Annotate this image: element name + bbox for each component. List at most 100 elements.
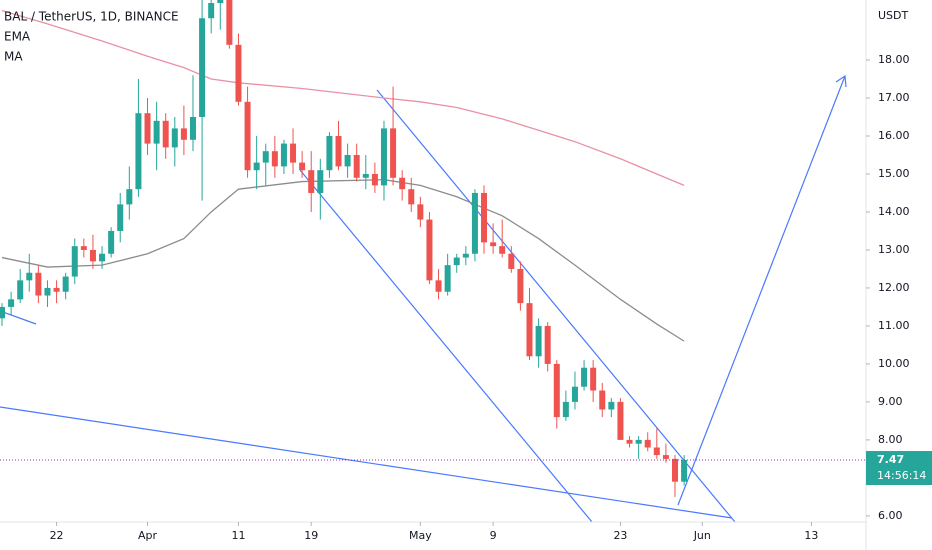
candle-body [599,390,606,410]
candle-body [0,306,5,319]
candle-body [435,280,442,292]
y-tick-label: 16.00 [878,129,910,142]
candle-body [117,204,124,231]
candle-body [371,173,378,186]
y-tick-label: 17.00 [878,91,910,104]
last-price-tag [866,451,932,486]
y-tick-label: 9.00 [878,395,903,408]
candle-body [490,242,497,247]
candle-body [517,268,524,304]
candle-body [608,401,615,410]
symbol-title: BAL / TetherUS, 1D, BINANCE [4,10,179,24]
trendlines [0,74,847,522]
candle-body [135,113,142,190]
candle-body [244,101,251,171]
candle-body [581,367,588,387]
candle-body [626,439,633,444]
countdown-label: 14:56:14 [877,469,926,482]
candle-body [89,249,96,262]
candle-body [226,0,233,45]
candle-body [462,253,469,258]
candle-body [344,154,351,167]
trendline [0,310,37,325]
x-tick-label: 13 [804,529,818,542]
candle-body [481,192,488,243]
candle-body [617,401,624,440]
candle-body [253,162,260,171]
candle-body [444,265,451,292]
candle-body [208,3,215,19]
candle-body [153,120,160,144]
candle-body [662,455,669,459]
candle-body [562,401,569,418]
y-tick-label: 14.00 [878,205,910,218]
x-tick-label: 11 [231,529,245,542]
candle-body [271,151,278,167]
candle-body [353,154,360,178]
candle-body [526,303,533,357]
candle-body [217,0,224,4]
candle-body [672,458,679,482]
candle-body [390,128,397,178]
candle-body [171,128,178,148]
x-tick-label: Jun [693,529,711,542]
candle-body [299,162,306,171]
candle-body [426,219,433,281]
candle-body [162,120,169,148]
candle-body [471,192,478,254]
plot-area [0,0,847,522]
candle-body [126,189,133,205]
arrow-head [835,74,847,88]
candle-body [508,253,515,269]
candle-body [499,246,506,254]
y-tick-label: 6.00 [878,509,903,522]
candle-body [262,151,269,163]
x-tick-label: May [409,529,432,542]
candle-body [71,246,78,277]
y-tick-label: 11.00 [878,319,910,332]
indicator-line [1,10,685,186]
x-tick-label: Apr [138,529,158,542]
channel-line [299,169,593,522]
candle-body [399,177,406,190]
candle-body [62,276,69,292]
candle-body [317,170,324,193]
candle-body [453,257,460,266]
candle-body [635,439,642,444]
y-tick-label: 18.00 [878,53,910,66]
candle-body [308,170,315,193]
candle-body [326,135,333,171]
y-tick-label: 10.00 [878,357,910,370]
x-tick-label: 23 [613,529,627,542]
y-tick-label: 15.00 [878,167,910,180]
y-tick-label: 13.00 [878,243,910,256]
candle-body [80,246,87,250]
candle-body [26,272,33,281]
candle-body [544,325,551,364]
candle-body [335,135,342,167]
candle-body [681,460,688,482]
candle-body [290,143,297,163]
candle-body [180,128,187,140]
x-tick-label: 22 [50,529,64,542]
candle-body [417,204,424,220]
candle-body [17,280,24,300]
y-tick-label: 8.00 [878,433,903,446]
currency-label: USDT [878,9,909,22]
candle-body [408,189,415,205]
x-tick-label: 9 [490,529,497,542]
candle-body [199,18,206,118]
x-tick-label: 19 [304,529,318,542]
last-price-label: 7.47 [877,453,904,466]
indicator-label: EMA [4,30,31,44]
candle-body [235,44,242,102]
candle-body [280,143,287,167]
candle-body [35,272,42,296]
projection-line [677,75,846,506]
y-tick-label: 12.00 [878,281,910,294]
trendline [0,406,733,519]
candle-body [108,230,115,254]
candle-body [535,325,542,357]
channel-line [376,89,736,522]
